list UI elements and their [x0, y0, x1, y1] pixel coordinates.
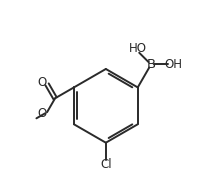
Text: O: O: [37, 107, 46, 120]
Text: B: B: [146, 58, 156, 71]
Text: O: O: [37, 76, 46, 89]
Text: HO: HO: [129, 42, 147, 55]
Text: OH: OH: [165, 58, 183, 71]
Text: Cl: Cl: [100, 158, 112, 171]
